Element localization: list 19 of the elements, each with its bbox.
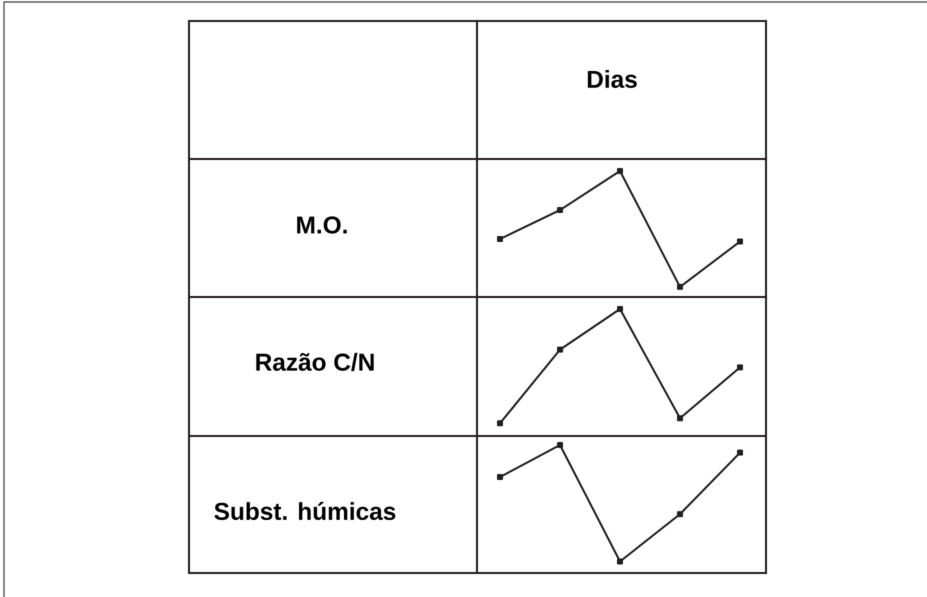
- y-axis-title: Razão C/N: [256, 352, 374, 372]
- point: [497, 474, 504, 480]
- point: [617, 306, 624, 312]
- point: [677, 415, 684, 422]
- point: [557, 346, 564, 353]
- point: [617, 558, 624, 564]
- point: [557, 207, 564, 214]
- point: [737, 450, 744, 456]
- point: [737, 364, 744, 370]
- point: [497, 420, 504, 426]
- point: [497, 236, 504, 242]
- point: [677, 284, 684, 290]
- point: [677, 511, 684, 518]
- point: [557, 442, 564, 448]
- y-axis-title: M.O.: [297, 216, 347, 234]
- y-axis-title: Subst. húmicas: [214, 502, 396, 520]
- point: [737, 238, 744, 245]
- point: [617, 168, 624, 174]
- chart-title: Dias: [588, 70, 637, 88]
